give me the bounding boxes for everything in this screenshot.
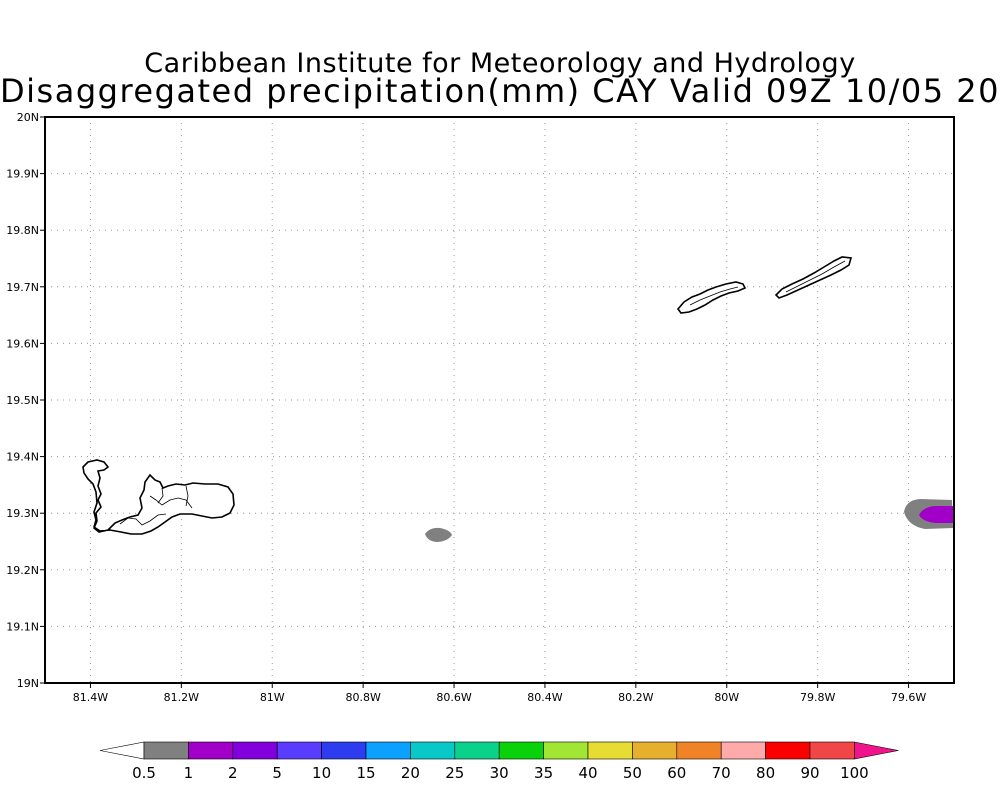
x-tick-label: 80W bbox=[714, 691, 739, 704]
colorbar-swatch bbox=[454, 741, 500, 760]
y-tick-label: 19.2N bbox=[6, 564, 39, 577]
x-tick-label: 81.4W bbox=[73, 691, 108, 704]
colorbar-label: 0.5 bbox=[132, 764, 156, 782]
colorbar-label: 100 bbox=[840, 764, 869, 782]
colorbar-label: 25 bbox=[445, 764, 464, 782]
y-tick-label: 19.5N bbox=[6, 394, 39, 407]
colorbar-label: 50 bbox=[623, 764, 642, 782]
colorbar-label: 60 bbox=[667, 764, 686, 782]
y-tick-label: 19.6N bbox=[6, 337, 39, 350]
chart-title: Caribbean Institute for Meteorology and … bbox=[144, 48, 856, 79]
x-tick-label: 80.4W bbox=[527, 691, 562, 704]
x-tick-label: 79.8W bbox=[800, 691, 835, 704]
colorbar-label: 10 bbox=[312, 764, 331, 782]
cayman-brac-island bbox=[774, 256, 853, 299]
colorbar-swatch bbox=[720, 741, 766, 760]
colorbar-label: 90 bbox=[800, 764, 819, 782]
y-tick-label: 19.8N bbox=[6, 224, 39, 237]
x-tick-label: 79.6W bbox=[891, 691, 926, 704]
chart-subtitle: Disaggregated precipitation(mm) CAY Vali… bbox=[0, 72, 1000, 110]
colorbar-swatch bbox=[276, 741, 322, 760]
colorbar-label: 70 bbox=[712, 764, 731, 782]
colorbar-label: 2 bbox=[228, 764, 238, 782]
y-tick-label: 19.1N bbox=[6, 620, 39, 633]
colorbar-over-arrow bbox=[854, 741, 899, 760]
colorbar-swatch bbox=[765, 741, 811, 760]
colorbar-swatch bbox=[587, 741, 633, 760]
colorbar-label: 35 bbox=[534, 764, 553, 782]
colorbar-swatch bbox=[543, 741, 589, 760]
little-cayman-island bbox=[676, 281, 747, 314]
x-tick-label: 80.8W bbox=[345, 691, 380, 704]
colorbar-swatch bbox=[676, 741, 722, 760]
colorbar-swatch bbox=[809, 741, 855, 760]
y-tick-label: 19.9N bbox=[6, 168, 39, 181]
colorbar-label: 40 bbox=[578, 764, 597, 782]
precip-area-east-inner bbox=[919, 506, 953, 523]
colorbar-label: 20 bbox=[401, 764, 420, 782]
y-tick-label: 20N bbox=[17, 111, 39, 124]
x-tick-label: 80.6W bbox=[436, 691, 471, 704]
colorbar-swatch bbox=[410, 741, 456, 760]
y-tick-label: 19.4N bbox=[6, 451, 39, 464]
y-tick-label: 19.7N bbox=[6, 281, 39, 294]
map-grid bbox=[45, 117, 954, 683]
colorbar-label: 1 bbox=[184, 764, 194, 782]
colorbar-label: 15 bbox=[356, 764, 375, 782]
colorbar-legend: 0.5 1 2 5 10 15 20 25 30 35 40 50 60 70 80 90 100 bbox=[99, 741, 899, 782]
axis-ticks: 81.4W 81.2W 81W 80.8W 80.6W 80.4W 80.2W 80W 79.8… bbox=[6, 111, 926, 704]
colorbar-swatch bbox=[365, 741, 411, 760]
precip-area-central bbox=[425, 527, 452, 542]
colorbar-swatch bbox=[632, 741, 678, 760]
x-tick-label: 81.2W bbox=[164, 691, 199, 704]
colorbar-swatch bbox=[232, 741, 278, 760]
grand-cayman-island bbox=[82, 459, 235, 535]
colorbar-label: 5 bbox=[272, 764, 282, 782]
colorbar-swatch bbox=[143, 741, 189, 760]
colorbar-label: 80 bbox=[756, 764, 775, 782]
x-tick-label: 81W bbox=[260, 691, 285, 704]
colorbar-swatch bbox=[321, 741, 367, 760]
y-tick-label: 19.3N bbox=[6, 507, 39, 520]
precipitation-shading bbox=[425, 499, 953, 542]
colorbar-swatch bbox=[188, 741, 234, 760]
x-tick-label: 80.2W bbox=[618, 691, 653, 704]
colorbar-label: 30 bbox=[490, 764, 509, 782]
y-tick-label: 19N bbox=[17, 677, 39, 690]
colorbar-under-arrow bbox=[99, 741, 145, 760]
colorbar-swatch bbox=[498, 741, 544, 760]
